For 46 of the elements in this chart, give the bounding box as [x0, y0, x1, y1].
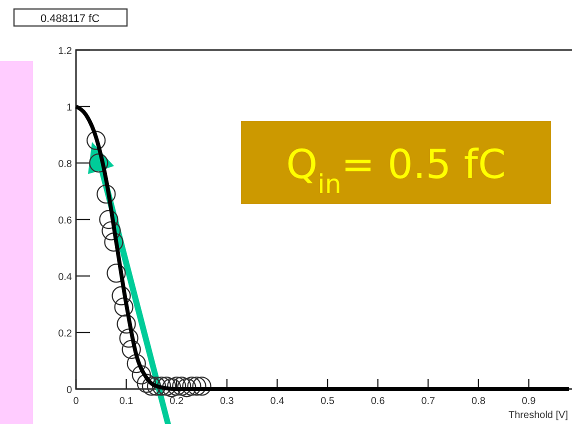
x-tick-label: 0.3 [220, 396, 234, 407]
chart-title: 0.488117 fC [40, 13, 100, 25]
x-tick-label: 0.2 [170, 396, 184, 407]
point [99, 210, 118, 230]
point [114, 297, 134, 317]
point [119, 328, 138, 348]
y-tick-label: 0.8 [58, 159, 72, 170]
point [142, 376, 162, 396]
y-tick-label: 0.6 [58, 216, 72, 226]
point [167, 376, 186, 396]
point [132, 365, 151, 384]
point [89, 153, 108, 173]
point [172, 376, 192, 396]
point [106, 264, 126, 283]
point [192, 376, 212, 396]
x-tick-label: 0.6 [370, 396, 386, 407]
point [187, 376, 206, 396]
point [104, 232, 124, 252]
point [136, 374, 156, 393]
point [156, 376, 176, 396]
y-tick-label: 0.2 [58, 328, 72, 340]
x-tick-label: 0.9 [522, 396, 536, 407]
x-tick-label: 0.8 [471, 396, 486, 407]
x-tick-label: 0 [73, 396, 80, 407]
point [162, 378, 182, 398]
point [96, 184, 116, 204]
x-tick-label: 0.5 [320, 396, 335, 407]
y-tick-label: 1.2 [58, 46, 72, 57]
point [126, 354, 146, 374]
y-tick-label: 0.4 [58, 272, 72, 283]
point [112, 286, 131, 306]
point [116, 314, 136, 334]
x-tick-label: 0.4 [270, 396, 285, 407]
point [152, 376, 172, 396]
x-tick-label: 0.7 [421, 396, 436, 407]
x-axis-title: Threshold [V] [508, 410, 568, 421]
point [86, 130, 106, 150]
x-tick-label: 0.1 [119, 396, 134, 407]
point [182, 376, 202, 396]
y-tick-label: 1 [66, 102, 72, 114]
annotation: Q$_{in}$= 0.5 fC [286, 142, 506, 200]
point [122, 340, 141, 360]
point [102, 221, 121, 240]
y-tick-label: 0 [66, 385, 72, 396]
point [177, 378, 196, 398]
point [146, 376, 166, 396]
